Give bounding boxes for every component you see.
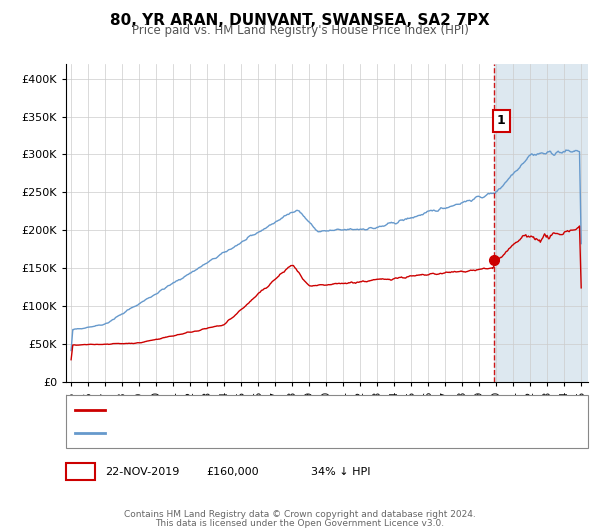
Text: 1: 1 (76, 465, 85, 478)
Text: 22-NOV-2019: 22-NOV-2019 (106, 467, 180, 476)
Text: Price paid vs. HM Land Registry's House Price Index (HPI): Price paid vs. HM Land Registry's House … (131, 24, 469, 37)
Bar (494, 64, 600, 382)
Text: This data is licensed under the Open Government Licence v3.0.: This data is licensed under the Open Gov… (155, 519, 445, 527)
Text: 34% ↓ HPI: 34% ↓ HPI (311, 467, 370, 476)
Text: 80, YR ARAN, DUNVANT, SWANSEA, SA2 7PX: 80, YR ARAN, DUNVANT, SWANSEA, SA2 7PX (110, 13, 490, 28)
Text: Contains HM Land Registry data © Crown copyright and database right 2024.: Contains HM Land Registry data © Crown c… (124, 510, 476, 518)
Text: HPI: Average price, detached house, Swansea: HPI: Average price, detached house, Swan… (111, 428, 350, 438)
Text: 80, YR ARAN, DUNVANT, SWANSEA, SA2 7PX (detached house): 80, YR ARAN, DUNVANT, SWANSEA, SA2 7PX (… (111, 405, 437, 414)
Text: 1: 1 (497, 114, 506, 127)
Text: £160,000: £160,000 (206, 467, 259, 476)
